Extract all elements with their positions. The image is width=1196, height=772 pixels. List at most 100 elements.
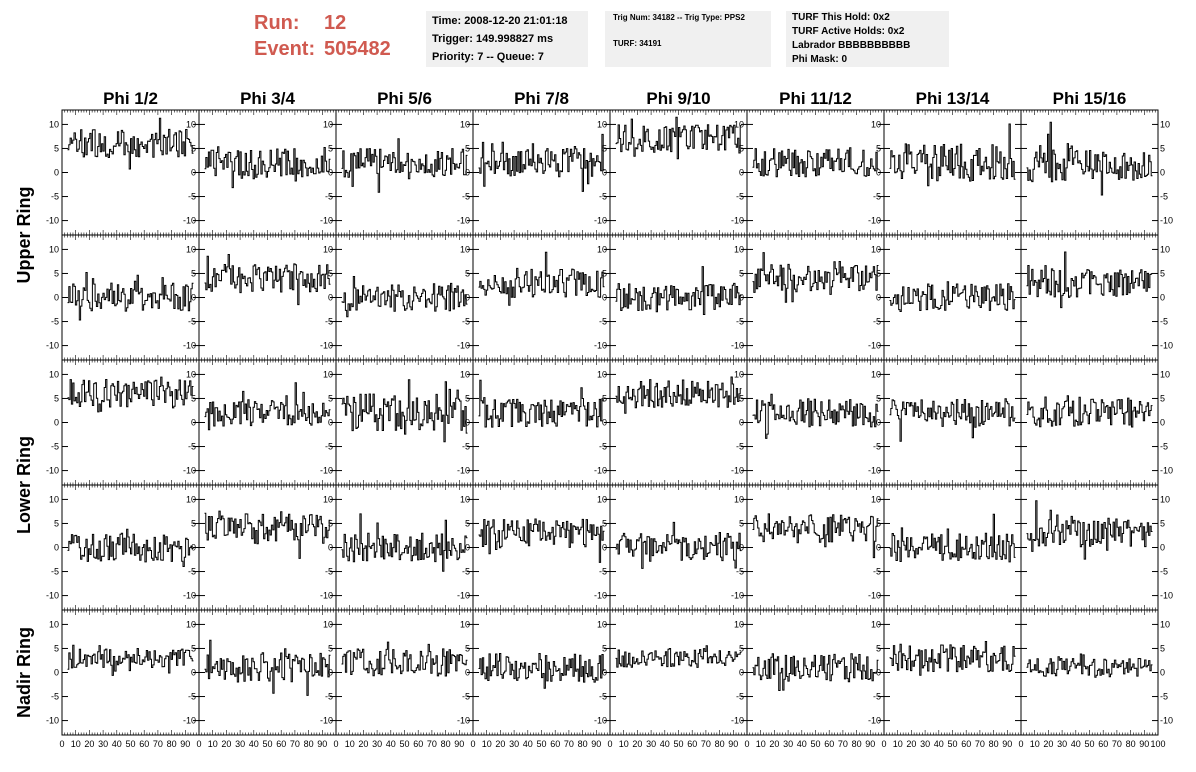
y-tick-label: -10 [1160, 466, 1173, 476]
waveform-trace [478, 653, 605, 689]
y-tick-label: 0 [54, 668, 59, 678]
y-tick-label: 5 [191, 393, 196, 403]
y-tick-label: -10 [594, 466, 607, 476]
waveform-trace [341, 138, 468, 193]
waveform-trace [1026, 395, 1153, 428]
y-tick-label: 0 [602, 293, 607, 303]
y-tick-label: -5 [873, 192, 881, 202]
panel-frame [1020, 109, 1159, 236]
x-tick-label: 90 [865, 739, 875, 749]
y-tick-label: 5 [54, 143, 59, 153]
y-tick-label: -5 [51, 567, 59, 577]
y-tick-label: 5 [739, 643, 744, 653]
y-tick-label: -5 [188, 692, 196, 702]
y-tick-label: -5 [325, 442, 333, 452]
y-tick-label: 10 [323, 244, 333, 254]
y-tick-label: -10 [868, 716, 881, 726]
y-tick-label: -5 [873, 692, 881, 702]
panel-frame [335, 609, 474, 736]
x-tick-label: 20 [906, 739, 916, 749]
x-tick-label: 60 [139, 739, 149, 749]
phi-mask-text: Phi Mask: 0 [792, 54, 848, 65]
y-tick-label: 5 [54, 518, 59, 528]
y-tick-label: 0 [739, 293, 744, 303]
y-tick-label: -10 [46, 466, 59, 476]
x-tick-label: 30 [509, 739, 519, 749]
y-tick-label: -10 [183, 716, 196, 726]
y-tick-label: 5 [739, 393, 744, 403]
y-tick-label: -5 [325, 192, 333, 202]
x-tick-label: 10 [619, 739, 629, 749]
x-tick-label: 10 [756, 739, 766, 749]
y-tick-label: 10 [871, 369, 881, 379]
y-tick-label: 5 [1160, 268, 1165, 278]
y-tick-label: 0 [328, 543, 333, 553]
waveform-trace [204, 510, 331, 559]
y-tick-label: 0 [465, 543, 470, 553]
x-tick-label: 50 [1084, 739, 1094, 749]
y-tick-label: -10 [457, 466, 470, 476]
y-tick-label: 5 [876, 268, 881, 278]
y-tick-label: -5 [736, 317, 744, 327]
y-tick-label: -10 [731, 591, 744, 601]
y-tick-label: 5 [465, 393, 470, 403]
waveform-trace [889, 281, 1016, 312]
panel-frame [61, 359, 200, 486]
y-tick-label: -10 [731, 466, 744, 476]
y-tick-label: -5 [873, 317, 881, 327]
waveform-trace [889, 398, 1016, 442]
column-title: Phi 11/12 [779, 89, 852, 108]
waveform-trace [752, 252, 879, 303]
x-tick-label: 40 [660, 739, 670, 749]
trigger-info-box: Trig Num: 34182 -- Trig Type: PPS2 TURF:… [605, 11, 771, 67]
x-tick-label: 30 [98, 739, 108, 749]
y-tick-label: 10 [734, 244, 744, 254]
x-tick-label: 20 [495, 739, 505, 749]
x-tick-label: 0 [59, 739, 64, 749]
y-tick-label: -10 [868, 591, 881, 601]
y-tick-label: 5 [328, 643, 333, 653]
y-tick-label: -10 [46, 341, 59, 351]
x-tick-label: 50 [810, 739, 820, 749]
panel-frame [61, 109, 200, 236]
y-tick-label: 0 [328, 668, 333, 678]
y-tick-label: 5 [328, 393, 333, 403]
row-label: Lower Ring [14, 436, 34, 534]
y-tick-label: -10 [868, 341, 881, 351]
y-tick-label: 0 [54, 293, 59, 303]
column-title: Phi 3/4 [240, 89, 295, 108]
y-tick-label: 0 [739, 168, 744, 178]
y-tick-label: 10 [49, 369, 59, 379]
y-tick-label: 0 [1160, 668, 1165, 678]
waveform-trace [615, 116, 742, 160]
x-tick-label: 20 [358, 739, 368, 749]
panel-frame [1020, 484, 1159, 611]
y-tick-label: 5 [876, 143, 881, 153]
y-tick-label: 10 [460, 119, 470, 129]
x-tick-label: 70 [1112, 739, 1122, 749]
y-tick-label: 10 [1160, 119, 1170, 129]
y-tick-label: 10 [871, 494, 881, 504]
x-tick-label: 50 [262, 739, 272, 749]
x-tick-label: 50 [399, 739, 409, 749]
panel-frame [198, 359, 337, 486]
y-tick-label: -5 [462, 567, 470, 577]
y-tick-label: 10 [1160, 369, 1170, 379]
y-tick-label: 5 [465, 643, 470, 653]
x-tick-label: 40 [386, 739, 396, 749]
x-tick-label: 70 [290, 739, 300, 749]
waveform-trace [752, 513, 879, 559]
y-tick-label: 0 [1160, 168, 1165, 178]
y-tick-label: 5 [602, 643, 607, 653]
y-tick-label: -10 [457, 716, 470, 726]
x-tick-label: 80 [167, 739, 177, 749]
x-tick-label: 40 [523, 739, 533, 749]
y-tick-label: 0 [191, 668, 196, 678]
y-tick-label: 5 [876, 643, 881, 653]
y-tick-label: -10 [868, 466, 881, 476]
row-label: Nadir Ring [14, 627, 34, 718]
x-tick-label: 30 [920, 739, 930, 749]
y-tick-label: -5 [736, 567, 744, 577]
x-tick-label: 40 [112, 739, 122, 749]
waveform-trace [204, 146, 331, 189]
